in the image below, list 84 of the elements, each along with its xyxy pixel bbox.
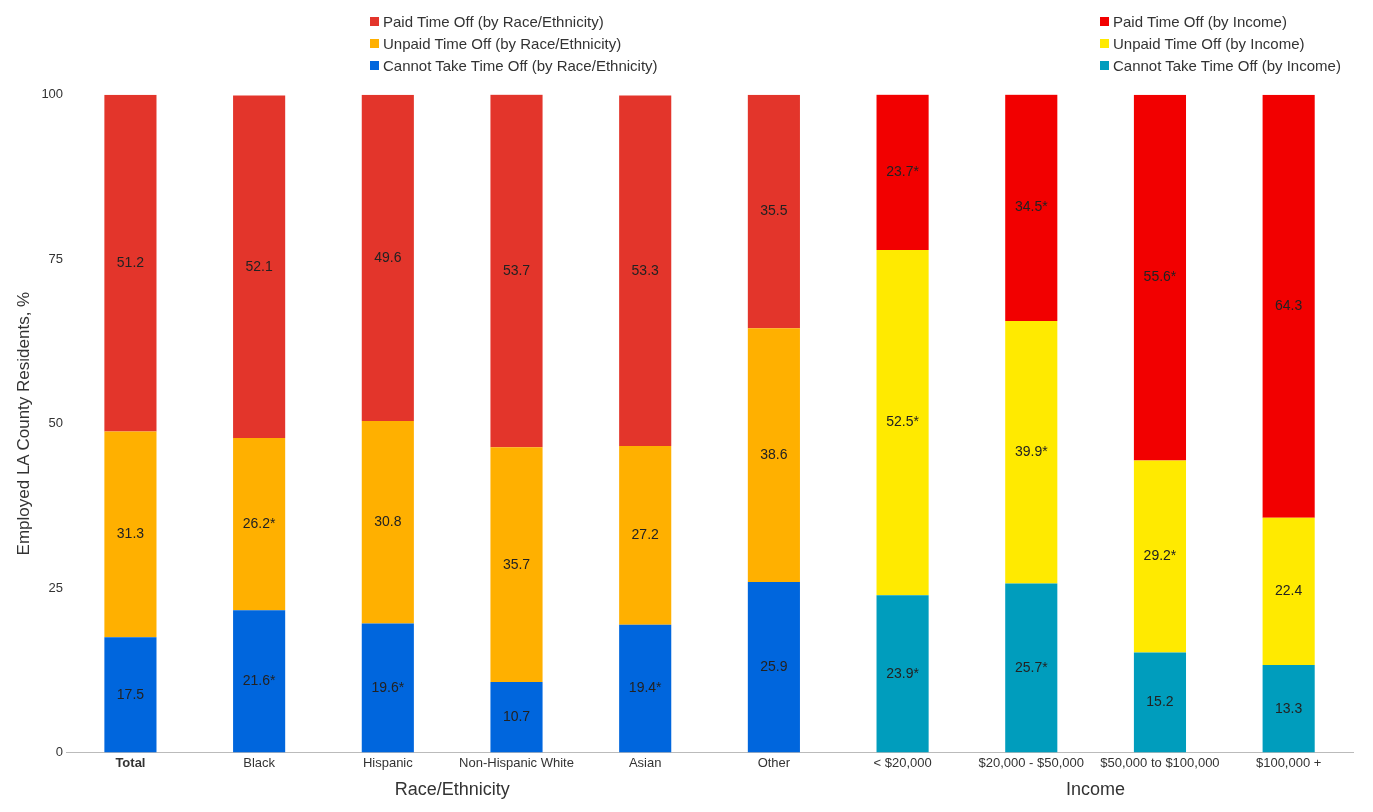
legend-label: Cannot Take Time Off (by Race/Ethnicity) [383,56,658,74]
bar [876,249,929,596]
bar [1005,321,1058,584]
data-label: 26.2* [242,515,277,532]
bar [1005,583,1058,753]
data-label: 31.3 [116,525,145,542]
data-label: 19.6* [371,678,405,695]
bar [1133,652,1187,753]
bar [1005,94,1058,322]
data-label: 25.7* [1014,658,1049,675]
data-label: 15.2 [1146,693,1174,710]
data-label: 35.7 [502,555,531,572]
data-label: 25.9 [760,658,788,675]
bar [1133,94,1187,461]
data-label: 55.6* [1143,268,1177,285]
data-label: 22.4 [1275,582,1303,599]
bar [490,447,543,683]
legend-label: Unpaid Time Off (by Race/Ethnicity) [383,34,622,52]
bar [104,94,157,432]
bar [747,328,800,583]
bar [876,595,929,753]
bar [361,94,414,421]
data-label: 49.6 [374,248,402,265]
bar [619,95,672,446]
data-label: 10.7 [502,708,531,725]
data-label: 53.3 [631,261,660,278]
bar [619,624,672,753]
data-label: 23.7* [886,162,920,179]
data-label: 19.4* [628,679,663,696]
bar [233,438,286,611]
bar [104,431,157,638]
bar [876,94,929,250]
bar [361,623,414,753]
bar [104,637,157,753]
bar [1262,664,1315,753]
bar [490,682,543,753]
data-label: 52.5* [886,413,920,430]
y-tick-label: 100 [41,86,64,102]
y-tick-label: 0 [55,743,64,759]
bar [619,445,672,625]
data-label: 21.6* [242,672,277,689]
bar [747,582,800,753]
data-label: 64.3 [1275,297,1303,314]
y-axis-title: Employed LA County Residents, % [13,291,33,556]
x-tick-label: Black [243,754,276,770]
data-label: 29.2* [1143,547,1177,564]
legend-label: Paid Time Off (by Race/Ethnicity) [383,12,604,30]
legend-label: Cannot Take Time Off (by Income) [1113,56,1341,74]
x-tick-label: < $20,000 [873,754,932,770]
data-label: 52.1 [245,257,273,274]
data-label: 34.5* [1014,198,1049,215]
bar [747,94,800,329]
x-tick-label: Other [757,754,791,770]
y-tick-label: 25 [48,579,64,595]
text: Race/Ethnicity [394,778,510,799]
x-tick-label: $20,000 - $50,000 [978,754,1085,770]
y-tick-label: 50 [48,415,64,431]
bar [1262,94,1315,518]
data-label: 23.9* [886,664,920,681]
text: Income [1066,778,1126,799]
x-tick-label: Total [115,754,146,770]
y-tick-label: 75 [48,250,64,266]
bar [361,420,414,624]
x-tick-label: Hispanic [362,754,414,770]
x-tick-label: $50,000 to $100,000 [1100,754,1220,770]
data-label: 53.7 [502,261,531,278]
data-label: 51.2 [116,254,145,270]
data-label: 35.5 [760,202,788,219]
bar [1133,460,1187,653]
x-tick-label: Non-Hispanic White [459,754,574,770]
legend-label: Paid Time Off (by Income) [1113,12,1287,30]
x-tick-label: $100,000 + [1255,754,1322,770]
data-label: 39.9* [1014,443,1049,460]
bar [1262,517,1315,665]
data-label: 27.2 [631,526,660,543]
bar [233,610,286,753]
legend-label: Unpaid Time Off (by Income) [1113,34,1305,52]
data-label: 30.8 [374,513,402,530]
bar [233,95,286,439]
bar [490,94,543,448]
data-label: 13.3 [1275,699,1303,716]
data-label: 17.5 [116,685,145,702]
x-tick-label: Asian [628,754,662,770]
data-label: 38.6 [760,446,788,463]
